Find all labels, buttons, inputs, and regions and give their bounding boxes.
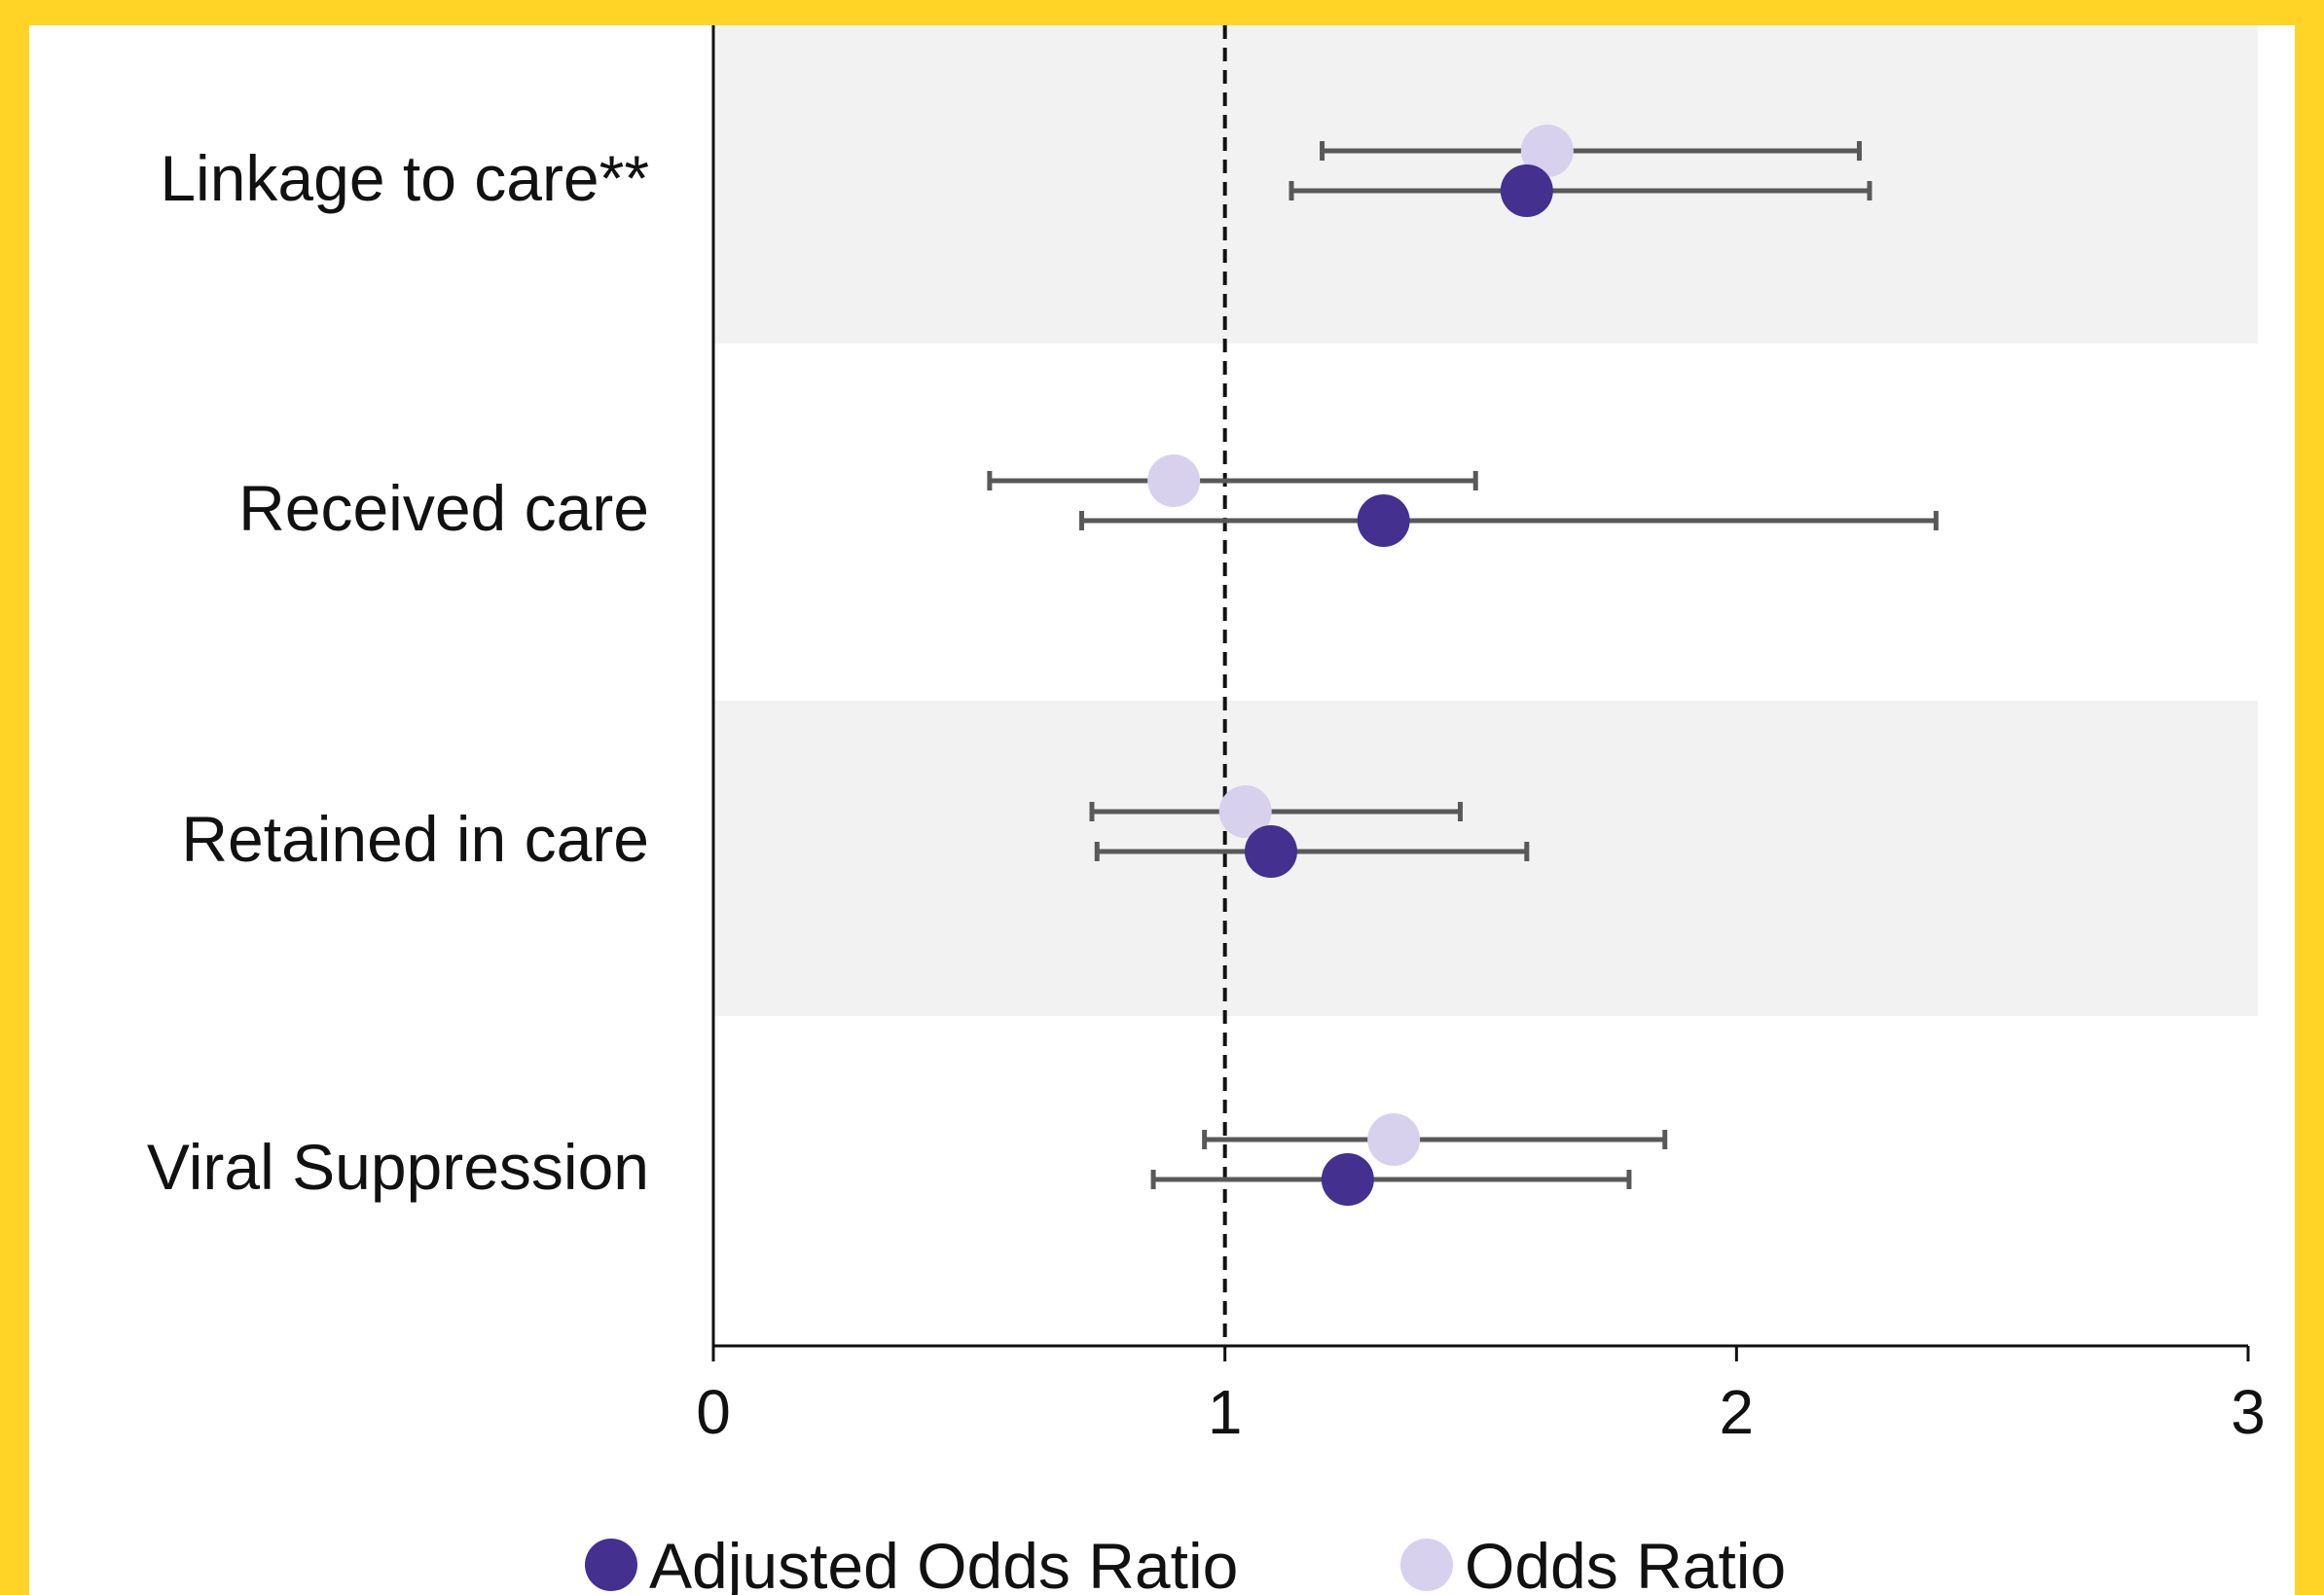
point-marker <box>1321 1153 1374 1206</box>
axes <box>711 25 2248 1348</box>
legend-swatch <box>1400 1539 1453 1591</box>
legend-label: Odds Ratio <box>1465 1530 1786 1595</box>
point-marker <box>1218 785 1272 838</box>
x-tick-label: 2 <box>1720 1377 1755 1447</box>
point-marker <box>1244 825 1297 878</box>
x-tick-label: 0 <box>696 1377 731 1447</box>
point-marker <box>1357 494 1410 547</box>
row-band-3 <box>713 701 2258 1016</box>
point-marker <box>1147 454 1201 507</box>
legend: Adjusted Odds Ratio Odds Ratio <box>585 1530 1786 1595</box>
category-label: Received care <box>238 472 649 544</box>
legend-label: Adjusted Odds Ratio <box>649 1530 1238 1595</box>
row-bands <box>713 25 2258 1016</box>
data-marks <box>987 125 1939 1206</box>
category-labels: Linkage to care** Received care Retained i… <box>147 142 649 1203</box>
category-label: Linkage to care** <box>160 142 649 214</box>
x-axis-ticks: 0 1 2 3 <box>696 1346 2266 1447</box>
point-marker <box>1520 125 1574 177</box>
x-tick-label: 1 <box>1208 1377 1243 1447</box>
category-label: Viral Suppression <box>147 1131 649 1203</box>
legend-swatch <box>585 1539 637 1591</box>
category-label: Retained in care <box>181 803 649 875</box>
point-marker <box>1367 1113 1421 1166</box>
point-marker <box>1500 164 1553 217</box>
x-tick-label: 3 <box>2231 1377 2266 1447</box>
row-band-1 <box>713 25 2258 344</box>
